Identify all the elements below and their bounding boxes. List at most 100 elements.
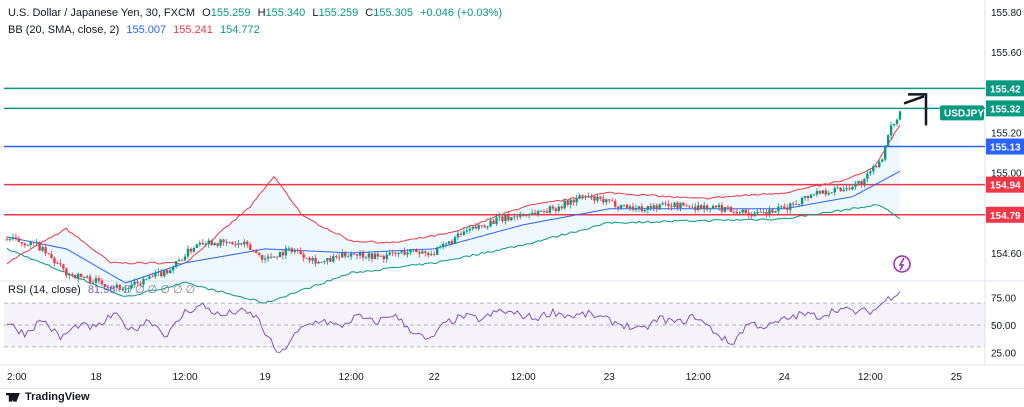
level-price-tag: 155.32	[986, 100, 1024, 117]
candle-body	[296, 250, 299, 251]
rsi-line	[6, 291, 901, 353]
candle-body	[444, 243, 448, 245]
candle-body	[100, 280, 104, 285]
candle-body	[219, 239, 222, 246]
level-price-label: 155.32	[990, 104, 1021, 115]
candle-body	[364, 257, 368, 259]
candle-body	[88, 276, 92, 283]
candle	[59, 259, 62, 267]
rsi-legend[interactable]: RSI (14, close) 81.96 ∅ ∅ ∅ ∅ ∅ ∅	[8, 283, 199, 296]
candle-body	[691, 206, 694, 208]
level-price-tag-bg	[986, 138, 1024, 155]
candle	[433, 250, 436, 257]
candle	[524, 214, 528, 218]
candle	[759, 207, 762, 213]
candle	[522, 213, 525, 217]
candle	[599, 195, 602, 202]
price-axis[interactable]: 155.42 155.32 155.13 154.94 154.79 155.80 155.…	[986, 8, 1024, 359]
lightning-icon[interactable]	[893, 255, 911, 273]
candle	[281, 249, 285, 260]
symbol-title[interactable]: U.S. Dollar / Japanese Yen, 30, FXCM	[8, 7, 196, 19]
candle-body	[139, 283, 142, 285]
candle	[670, 202, 673, 211]
candle-body	[435, 247, 439, 255]
trend-arrow-icon[interactable]	[903, 93, 928, 126]
time-axis[interactable]: 2:00 18 12:00 19 12:00 22 12:00 23 12:00 24 12:00 2…	[7, 372, 962, 383]
candle-body	[780, 206, 783, 208]
tradingview-logo[interactable]: TradingView	[6, 391, 90, 403]
rsi-tick-label: 50.00	[991, 321, 1016, 332]
candle-body	[596, 196, 599, 201]
candle-body	[41, 247, 44, 251]
candle	[444, 242, 448, 248]
candle-body	[385, 254, 388, 260]
candle	[65, 267, 68, 279]
candle-body	[252, 249, 255, 251]
candle	[827, 190, 830, 197]
candle-body	[762, 211, 765, 213]
candle	[839, 186, 842, 192]
candle-body	[468, 228, 472, 231]
candle	[255, 248, 258, 254]
candle	[688, 204, 691, 209]
candle-body	[465, 230, 469, 232]
candle	[694, 202, 697, 214]
candle	[616, 206, 620, 212]
candle-body	[542, 211, 546, 212]
candle-body	[705, 205, 709, 210]
candle-body	[711, 205, 715, 209]
symbol-tag[interactable]: USDJPY	[940, 105, 984, 121]
candle	[171, 265, 175, 274]
candle	[557, 203, 561, 214]
open-value: 155.259	[210, 7, 251, 19]
bb-label[interactable]: BB (20, SMA, close, 2)	[8, 24, 120, 36]
candle	[385, 251, 388, 263]
candle	[569, 198, 572, 209]
candle-body	[97, 278, 101, 281]
candle-body	[863, 178, 866, 185]
candle-body	[341, 252, 344, 258]
candle	[62, 263, 65, 273]
candle-body	[243, 241, 246, 245]
bb-legend[interactable]: BB (20, SMA, close, 2) 155.007 155.241 1…	[8, 24, 264, 36]
candle-body	[477, 225, 480, 229]
candle	[266, 253, 270, 262]
candle-body	[869, 171, 872, 174]
candle	[863, 178, 866, 188]
candle-body	[109, 286, 113, 288]
candle-body	[833, 188, 836, 193]
candle	[35, 238, 38, 247]
candle-body	[246, 241, 249, 245]
bollinger-band-fill	[7, 125, 900, 304]
candle-body	[231, 242, 234, 245]
candle-body	[599, 196, 602, 199]
candle	[501, 213, 504, 224]
candle	[581, 194, 584, 200]
candle	[646, 205, 650, 214]
candle-body	[373, 253, 377, 259]
horizontal-lines[interactable]	[4, 87, 985, 216]
candle-body	[533, 212, 537, 215]
candle	[708, 207, 712, 213]
rsi-label[interactable]: RSI (14, close)	[8, 284, 81, 296]
candle-body	[145, 278, 148, 280]
candle	[640, 203, 644, 213]
candle-body	[447, 241, 451, 244]
candle	[424, 250, 427, 257]
candle	[631, 202, 635, 212]
candle-body	[495, 217, 498, 224]
candle-body	[272, 256, 276, 258]
candle	[228, 241, 231, 244]
candle-body	[587, 196, 590, 198]
candle	[246, 240, 249, 248]
candle-body	[302, 254, 305, 258]
candle-body	[824, 190, 828, 195]
candle-body	[121, 288, 124, 290]
annotations[interactable]: USDJPY	[893, 93, 984, 273]
candle	[290, 246, 294, 254]
candle	[845, 185, 848, 192]
candle-body	[536, 211, 540, 215]
candle	[326, 257, 329, 265]
candle	[685, 203, 688, 207]
